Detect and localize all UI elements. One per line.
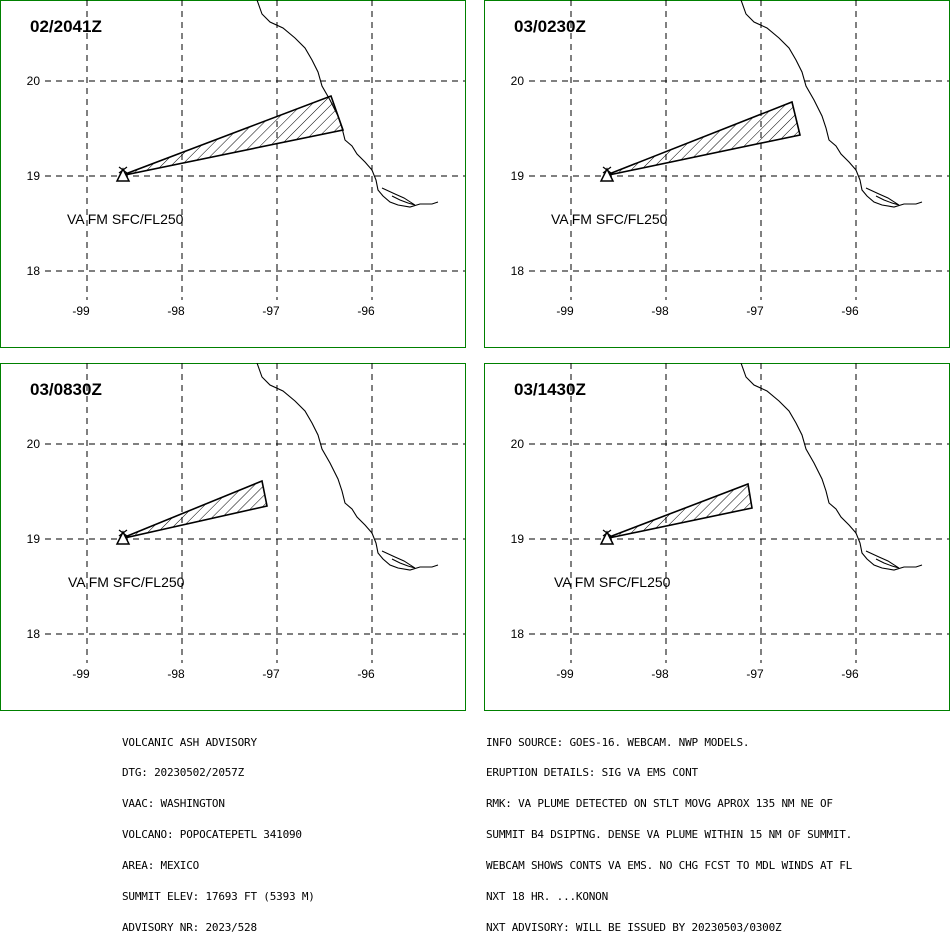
latitude-label: 18 [27,264,41,278]
longitude-label: -99 [72,304,90,318]
advisory-line: ERUPTION DETAILS: SIG VA EMS CONT [486,766,698,780]
coastline [865,187,900,206]
advisory-info-right: INFO SOURCE: GOES-16. WEBCAM. NWP MODELS… [486,717,852,944]
longitude-label: -97 [746,667,764,681]
latitude-label: 19 [27,169,41,183]
ash-height-label: VA FM SFC/FL250 [554,574,671,590]
advisory-line: VOLCANO: POPOCATEPETL 341090 [122,828,302,842]
map-canvas: 20 19 18 -99 -98 -97 -96 [484,363,950,711]
panel-time: 03/0830Z [30,380,102,399]
ash-cloud-polygon [119,479,268,540]
advisory-line: AREA: MEXICO [122,859,200,873]
coastline [740,363,923,571]
ash-cloud-polygon [603,100,801,177]
latitude-label: 19 [511,532,525,546]
latitude-label: 20 [27,74,41,88]
advisory-line: ADVISORY NR: 2023/528 [122,920,257,934]
volcano-triangle-icon [599,166,615,182]
latitude-label: 19 [511,169,525,183]
ash-height-label: VA FM SFC/FL250 [551,211,668,227]
volcano-triangle-icon [115,166,131,182]
panel-time: 03/1430Z [514,380,586,399]
advisory-line: SUMMIT ELEV: 17693 FT (5393 M) [122,890,315,904]
map-panel-1: 20 19 18 -99 -98 -97 -96 02/2041Z VA FM SFC/FL… [0,0,466,348]
longitude-label: -96 [357,304,375,318]
longitude-label: -96 [841,667,859,681]
advisory-line: INFO SOURCE: GOES-16. WEBCAM. NWP MODELS… [486,735,750,749]
longitude-label: -96 [841,304,859,318]
latitude-label: 20 [27,437,41,451]
longitude-label: -97 [746,304,764,318]
latitude-label: 19 [27,532,41,546]
advisory-line: NXT 18 HR. ...KONON [486,890,609,904]
longitude-label: -99 [556,667,574,681]
advisory-line: DTG: 20230502/2057Z [122,766,245,780]
ash-height-label: VA FM SFC/FL250 [68,574,185,590]
longitude-label: -97 [262,667,280,681]
advisory-line: VAAC: WASHINGTON [122,797,225,811]
coastline [381,187,416,206]
panel-border [484,363,950,711]
ash-cloud-polygon [603,482,753,540]
panel-time: 03/0230Z [514,17,586,36]
latitude-label: 20 [511,74,525,88]
latitude-label: 18 [511,627,525,641]
map-canvas: 20 19 18 -99 -98 -97 -96 [0,0,466,348]
panel-time: 02/2041Z [30,17,102,36]
advisory-line: SUMMIT B4 DSIPTNG. DENSE VA PLUME WITHIN… [486,828,853,842]
longitude-label: -99 [72,667,90,681]
panel-border [0,0,466,348]
coastline [865,550,900,569]
map-panel-2: 20 19 18 -99 -98 -97 -96 03/0230Z VA FM SFC/FL… [484,0,950,348]
latitude-label: 18 [511,264,525,278]
coastline [740,0,923,208]
longitude-label: -98 [651,304,669,318]
longitude-label: -98 [167,667,185,681]
advisory-line: VOLCANIC ASH ADVISORY [122,735,257,749]
longitude-label: -98 [167,304,185,318]
latitude-label: 18 [27,627,41,641]
panel-border [0,363,466,711]
map-panel-3: 20 19 18 -99 -98 -97 -96 03/0830Z VA FM SFC/FL… [0,363,466,711]
longitude-label: -96 [357,667,375,681]
advisory-line: RMK: VA PLUME DETECTED ON STLT MOVG APRO… [486,797,833,811]
coastline [256,0,439,208]
map-canvas: 20 19 18 -99 -98 -97 -96 [0,363,466,711]
longitude-label: -98 [651,667,669,681]
ash-height-label: VA FM SFC/FL250 [67,211,184,227]
panel-border [484,0,950,348]
advisory-info-left: VOLCANIC ASH ADVISORY DTG: 20230502/2057… [122,717,315,944]
volcano-triangle-icon [599,529,615,545]
advisory-line: NXT ADVISORY: WILL BE ISSUED BY 20230503… [486,920,782,934]
longitude-label: -97 [262,304,280,318]
map-panel-4: 20 19 18 -99 -98 -97 -96 03/1430Z VA FM SFC/FL… [484,363,950,711]
ash-cloud-polygon [119,94,345,177]
longitude-label: -99 [556,304,574,318]
advisory-line: WEBCAM SHOWS CONTS VA EMS. NO CHG FCST T… [486,859,853,873]
map-canvas: 20 19 18 -99 -98 -97 -96 [484,0,950,348]
latitude-label: 20 [511,437,525,451]
coastline [381,550,416,569]
volcano-triangle-icon [115,529,131,545]
coastline [256,363,439,571]
